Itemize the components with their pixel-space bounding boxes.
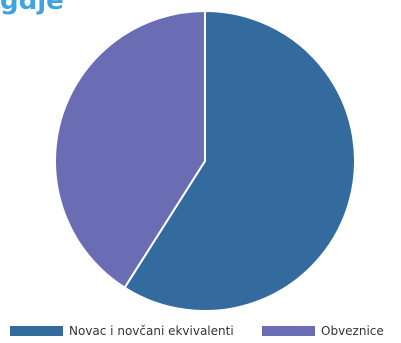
legend-swatch-2: [262, 326, 315, 336]
pie-slice-1: [123, 10, 356, 312]
pie-slice-2: [54, 10, 206, 289]
legend-label-1: Novac i novčani ekvivalenti: [69, 324, 234, 338]
page-title: gdje: [0, 0, 64, 16]
legend-swatch-1: [10, 326, 63, 336]
legend-label-2: Obveznice: [321, 324, 384, 338]
